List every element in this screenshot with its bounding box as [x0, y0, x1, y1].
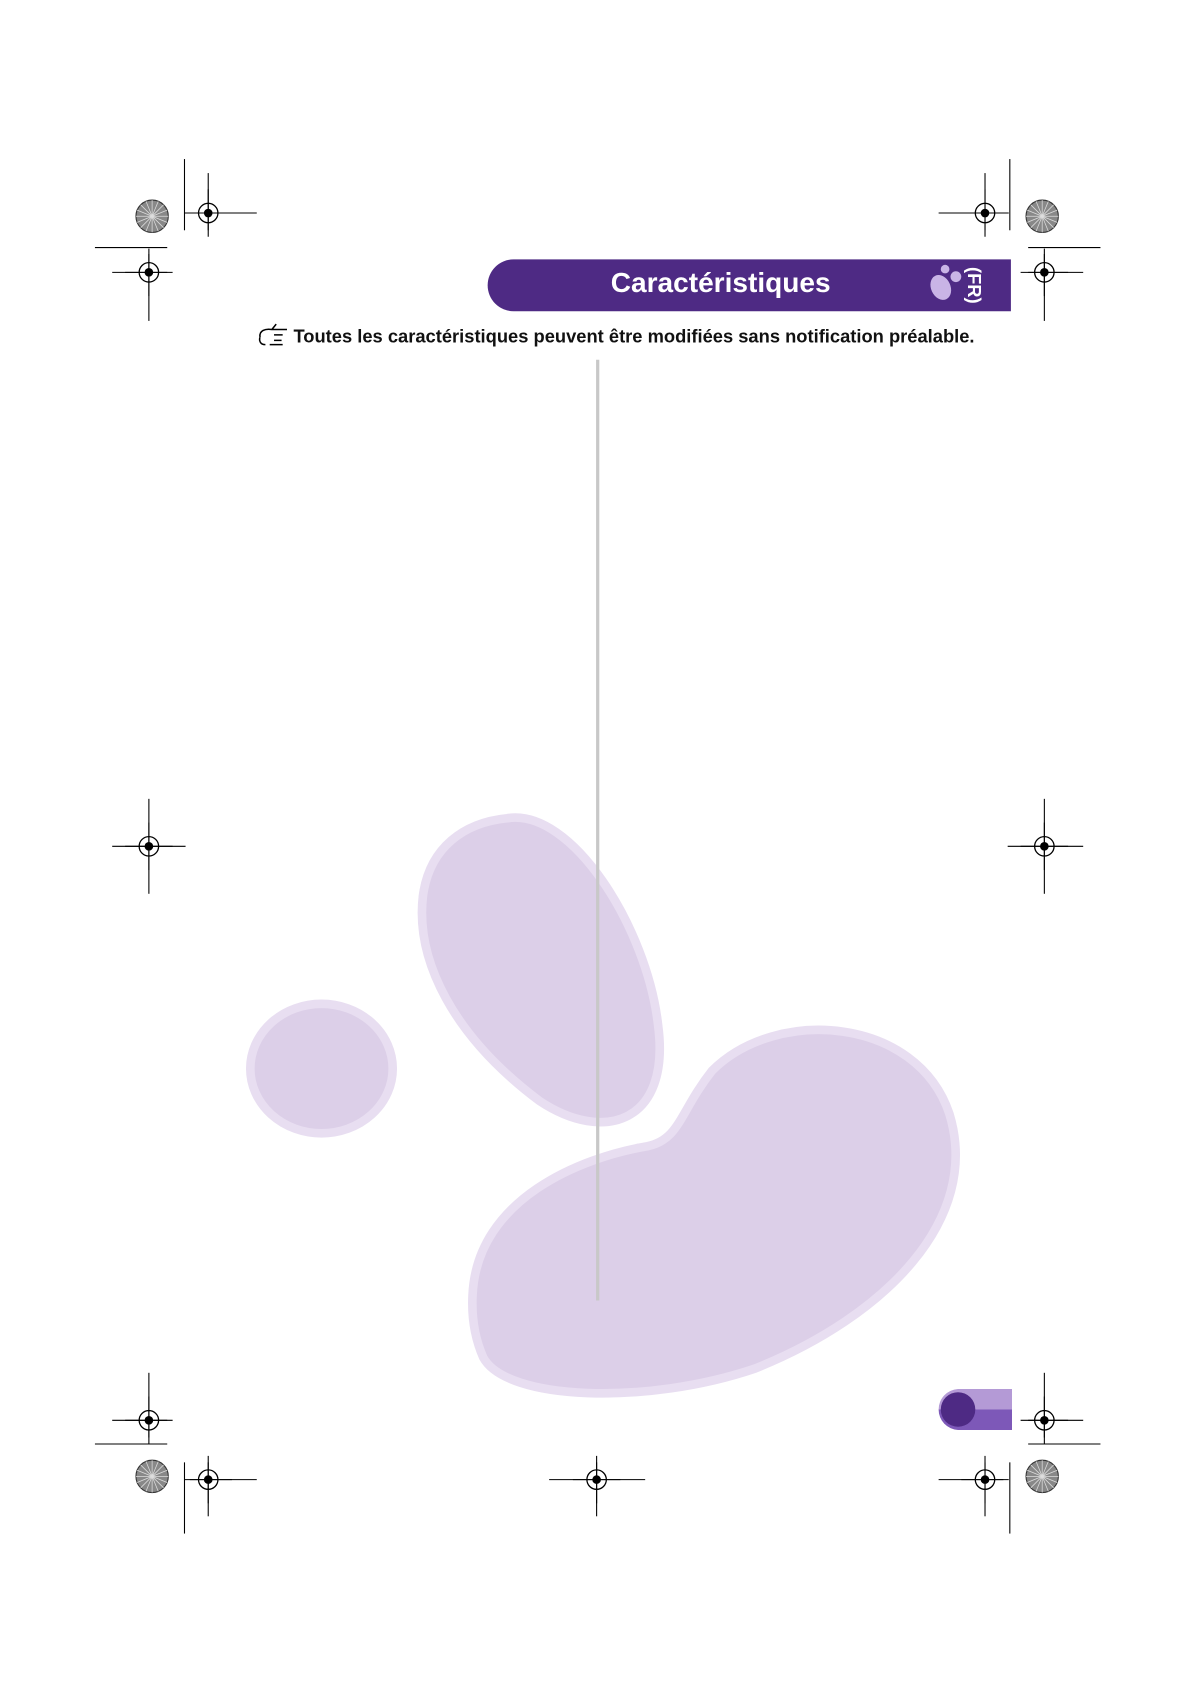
print-mark	[1025, 1459, 1059, 1494]
pointing-hand-icon	[258, 323, 287, 346]
print-mark	[1025, 199, 1059, 233]
language-tag: (FR)	[964, 267, 985, 304]
crop-marks	[94, 159, 1101, 1534]
section-title: Caractéristiques	[611, 267, 831, 298]
registration-lines	[112, 173, 1084, 1517]
blob-small	[245, 999, 398, 1138]
print-mark	[135, 199, 169, 233]
print-mark	[135, 1459, 169, 1494]
page-tab	[938, 1388, 1012, 1430]
title-banner	[487, 259, 1011, 312]
banner-icon	[930, 264, 962, 300]
blob-middle	[417, 813, 664, 1127]
decorative-blobs	[245, 813, 960, 1398]
blob-large	[468, 1025, 960, 1398]
note-text: Toutes les caractéristiques peuvent être…	[293, 325, 974, 346]
